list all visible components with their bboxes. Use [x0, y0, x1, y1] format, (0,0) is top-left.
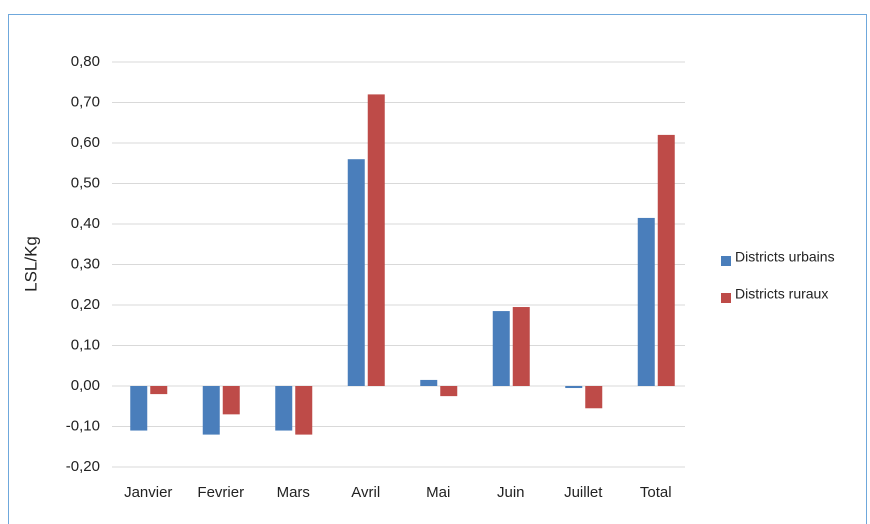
x-tick-label: Fevrier — [197, 484, 244, 501]
y-tick-label: 0,30 — [71, 255, 100, 272]
y-tick-label: -0,20 — [66, 458, 100, 475]
x-tick-label: Avril — [351, 484, 380, 501]
y-tick-label: 0,20 — [71, 296, 100, 313]
bar — [512, 307, 530, 386]
bar — [150, 386, 168, 395]
bar — [657, 134, 675, 386]
y-tick-label: 0,50 — [71, 174, 100, 191]
y-tick-label: 0,70 — [71, 93, 100, 110]
bar — [565, 386, 583, 389]
y-tick-label: 0,40 — [71, 215, 100, 232]
bar — [275, 386, 293, 431]
bar — [347, 159, 365, 386]
bar — [295, 386, 313, 435]
x-tick-label: Juin — [497, 484, 525, 501]
x-tick-label: Mars — [277, 484, 310, 501]
bar — [440, 386, 458, 397]
bar — [420, 379, 438, 386]
legend-swatch — [721, 293, 731, 303]
legend-label: Districts urbains — [735, 249, 835, 265]
x-tick-label: Janvier — [124, 484, 172, 501]
bar — [492, 311, 510, 386]
bar — [637, 217, 655, 386]
x-tick-label: Mai — [426, 484, 450, 501]
bar — [202, 386, 220, 435]
y-tick-label: 0,60 — [71, 134, 100, 151]
y-tick-label: 0,10 — [71, 336, 100, 353]
bar — [585, 386, 603, 409]
bar — [222, 386, 240, 415]
y-tick-label: 0,80 — [71, 53, 100, 70]
y-tick-label: -0,10 — [66, 417, 100, 434]
y-axis-label: LSL/Kg — [21, 236, 40, 292]
x-tick-label: Juillet — [564, 484, 603, 501]
legend-swatch — [721, 256, 731, 266]
y-tick-label: 0,00 — [71, 377, 100, 394]
bar — [130, 386, 148, 431]
legend-label: Districts ruraux — [735, 286, 828, 302]
frame — [8, 14, 867, 524]
bar — [367, 94, 385, 387]
x-tick-label: Total — [640, 484, 672, 501]
